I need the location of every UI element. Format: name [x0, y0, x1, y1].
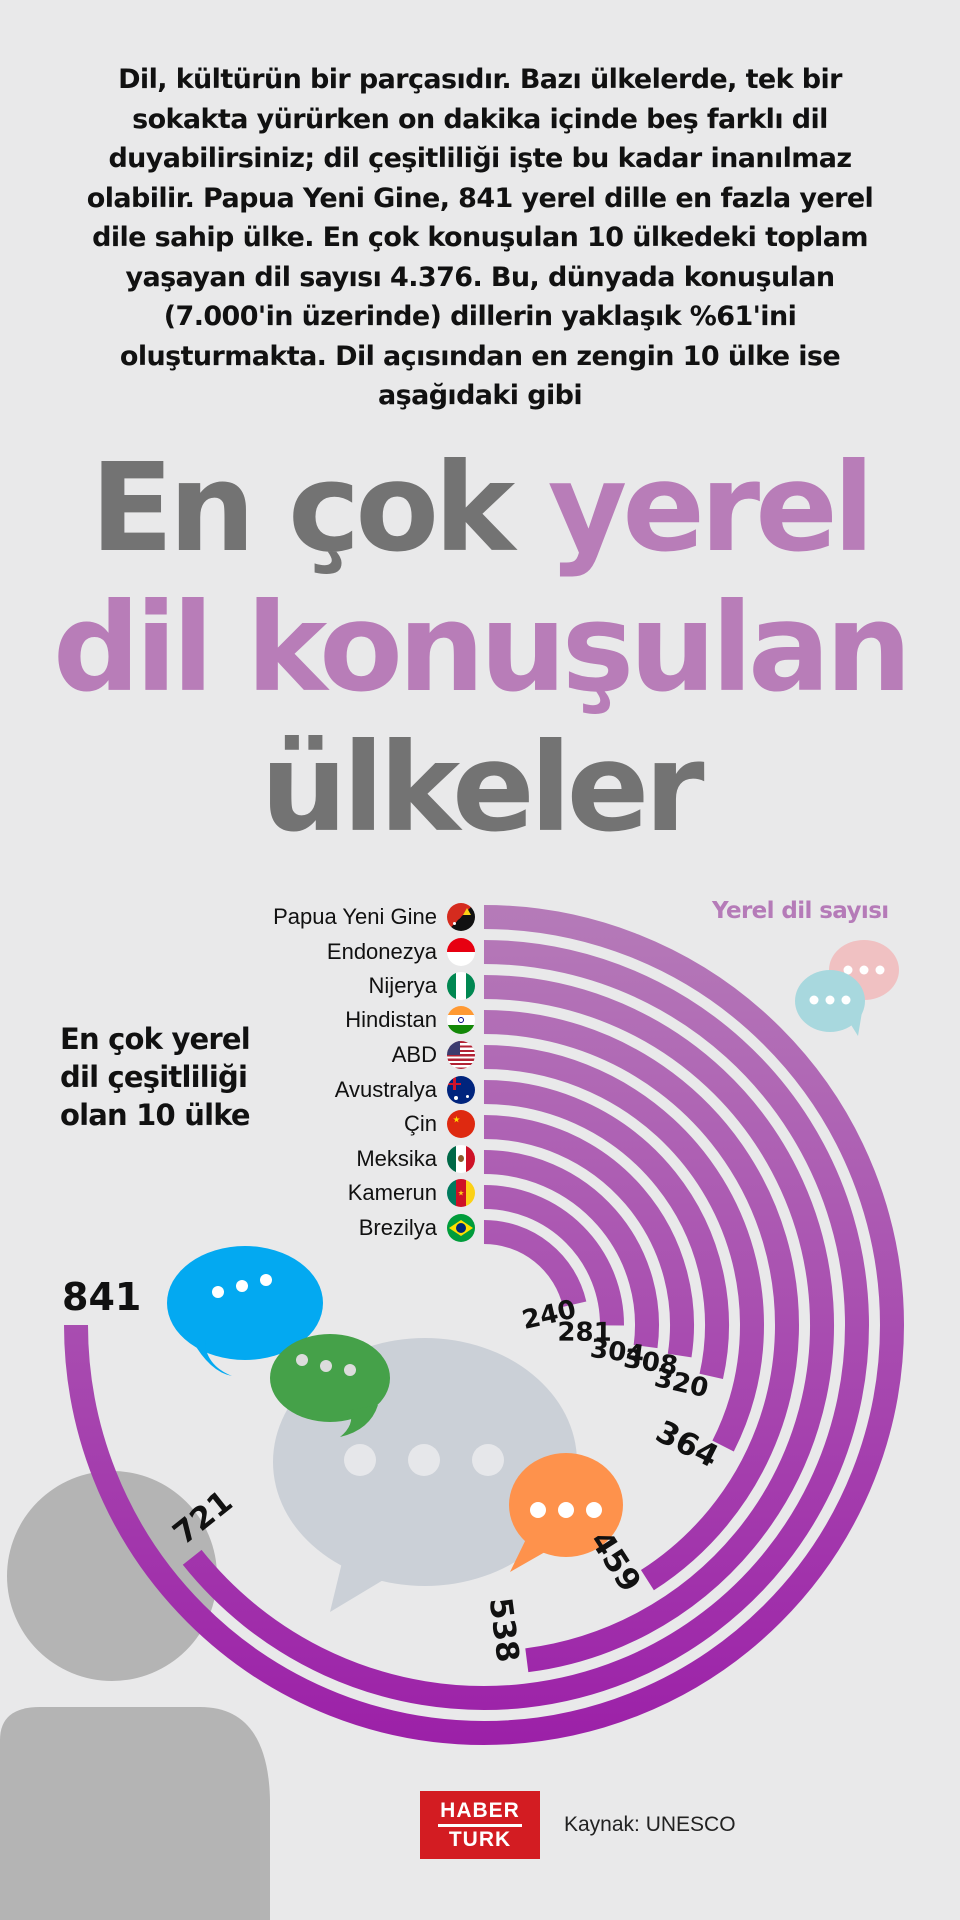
arc-bar — [483, 1150, 659, 1349]
country-row: Papua Yeni Gine — [273, 900, 475, 934]
country-row: ABD — [392, 1038, 475, 1072]
arc-value-label: 538 — [482, 1596, 526, 1665]
country-row: Nijerya — [369, 969, 475, 1003]
chat-bubble-teal-icon — [795, 970, 865, 1036]
brazil-flag-icon — [447, 1214, 475, 1242]
footer: HABER TURK Kaynak: UNESCO — [420, 1791, 736, 1859]
title-part: yerel — [547, 437, 875, 579]
cameroon-flag-icon — [447, 1179, 475, 1207]
logo-divider — [438, 1823, 522, 1827]
chat-bubble-orange-icon — [509, 1453, 623, 1572]
country-row: Hindistan — [345, 1003, 475, 1037]
australia-flag-icon — [447, 1076, 475, 1104]
country-row: Brezilya — [359, 1211, 475, 1245]
chat-bubble-green-icon — [270, 1334, 390, 1437]
title-part: En çok — [90, 437, 515, 579]
legend-title: Yerel dil sayısı — [712, 898, 889, 924]
country-label: Kamerun — [347, 1180, 437, 1205]
arc-bars — [64, 905, 904, 1745]
haberturk-logo: HABER TURK — [420, 1791, 540, 1859]
person-silhouette-icon — [0, 1471, 270, 1920]
country-label: Endonezya — [326, 939, 437, 964]
country-row: Kamerun — [348, 1176, 475, 1210]
chart-heading: En çok yerel dil çeşitliliği olan 10 ülk… — [60, 1020, 251, 1134]
title-part: dil konuşulan — [52, 577, 912, 719]
country-label: Brezilya — [358, 1215, 437, 1240]
arc-bar — [483, 1220, 587, 1308]
intro-paragraph: Dil, kültürün bir parçasıdır. Bazı ülkel… — [86, 64, 874, 411]
chat-bubble-blue-icon — [167, 1246, 323, 1376]
country-row: Meksika — [356, 1142, 475, 1176]
country-label: Avustralya — [334, 1077, 437, 1102]
arc-bar — [483, 1045, 764, 1452]
source-credit: Kaynak: UNESCO — [564, 1813, 736, 1836]
indonesia-flag-icon — [447, 938, 475, 966]
arc-value-label: 304 — [588, 1334, 646, 1371]
chart-heading-line: dil çeşitliliği — [60, 1060, 248, 1094]
arc-bar — [483, 1185, 625, 1326]
country-row: Avustralya — [335, 1073, 475, 1107]
chart-heading-line: olan 10 ülke — [60, 1098, 251, 1132]
country-label: ABD — [391, 1042, 437, 1067]
logo-text: HABER — [440, 1798, 520, 1822]
country-label: Hindistan — [345, 1007, 437, 1032]
arc-bar — [483, 1115, 694, 1358]
country-label: Nijerya — [368, 973, 437, 998]
arc-bar — [64, 905, 904, 1745]
arc-value-label: 364 — [650, 1414, 724, 1475]
title-part: ülkeler — [260, 717, 704, 859]
china-flag-icon — [447, 1110, 475, 1138]
india-flag-icon — [447, 1006, 475, 1034]
country-row: Çin — [404, 1107, 475, 1141]
usa-flag-icon — [447, 1041, 475, 1069]
chart-heading-line: En çok yerel — [60, 1022, 251, 1056]
arc-bar — [483, 975, 835, 1673]
papua-new-guinea-flag-icon — [447, 903, 475, 931]
arc-value-label: 841 — [62, 1275, 141, 1319]
arc-value-label: 281 — [557, 1318, 611, 1348]
logo-text: TURK — [448, 1827, 512, 1851]
arc-bar — [182, 940, 869, 1710]
country-label: Meksika — [356, 1146, 437, 1171]
country-label: Papua Yeni Gine — [273, 904, 437, 929]
arc-bar — [483, 1010, 799, 1591]
country-row: Endonezya — [327, 935, 475, 969]
arc-bar — [483, 1080, 729, 1379]
nigeria-flag-icon — [447, 972, 475, 1000]
page-title: En çok yerel dil konuşulan ülkeler — [0, 438, 960, 858]
mexico-flag-icon — [447, 1145, 475, 1173]
country-label: Çin — [403, 1111, 437, 1136]
